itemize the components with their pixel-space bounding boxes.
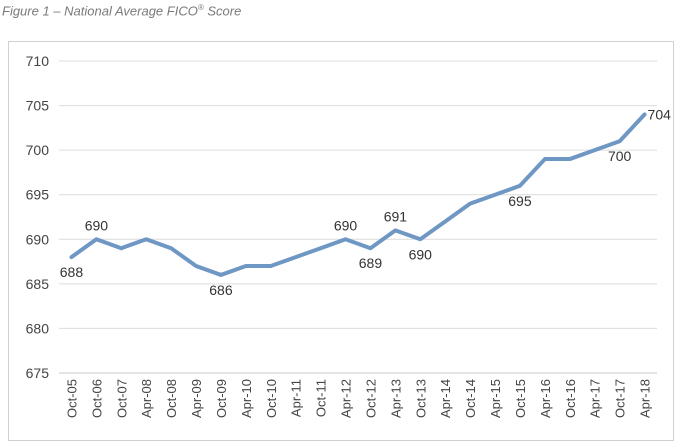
x-tick-label: Oct-17 <box>613 379 628 418</box>
data-label: 690 <box>409 246 433 262</box>
x-tick-label: Oct-11 <box>314 379 329 417</box>
x-tick-label: Apr-15 <box>488 379 503 418</box>
x-tick-label: Oct-05 <box>64 379 79 418</box>
caption-text: Figure 1 – National Average FICO <box>2 3 198 19</box>
series-line <box>69 112 647 277</box>
y-tick-label: 710 <box>26 53 50 69</box>
figure-caption: Figure 1 – National Average FICO® Score <box>2 3 241 18</box>
x-tick-label: Apr-12 <box>339 379 354 418</box>
x-tick-label: Oct-09 <box>214 379 229 418</box>
x-tick-label: Oct-13 <box>413 379 428 418</box>
data-label: 691 <box>384 208 408 224</box>
y-axis-ticks: 675 680 685 690 695 700 705 710 <box>26 53 50 381</box>
x-tick-label: Oct-08 <box>164 379 179 418</box>
chart-frame: 675 680 685 690 695 700 705 710 Oct-05 Oct-06 Oct… <box>8 41 674 441</box>
x-axis-ticks: Oct-05 Oct-06 Oct-07 Apr-08 Oct-08 Apr-09 Oct-… <box>64 379 652 418</box>
data-label: 695 <box>508 193 532 209</box>
x-tick-label: Apr-13 <box>388 379 403 418</box>
y-tick-label: 685 <box>26 276 50 292</box>
x-tick-label: Oct-12 <box>363 379 378 418</box>
x-tick-label: Apr-08 <box>139 379 154 418</box>
gridlines <box>59 60 657 374</box>
y-tick-label: 690 <box>26 231 50 247</box>
x-tick-label: Oct-16 <box>563 379 578 418</box>
y-tick-label: 680 <box>26 320 50 336</box>
x-tick-label: Oct-15 <box>513 379 528 418</box>
y-tick-label: 700 <box>26 142 50 158</box>
caption-suffix: Score <box>203 3 242 19</box>
x-tick-label: Apr-16 <box>538 379 553 418</box>
y-tick-label: 705 <box>26 98 50 114</box>
x-tick-label: Apr-17 <box>588 379 603 418</box>
x-tick-label: Oct-10 <box>264 379 279 418</box>
x-tick-label: Oct-14 <box>463 379 478 418</box>
x-tick-label: Apr-09 <box>189 379 204 418</box>
x-tick-label: Oct-07 <box>114 379 129 418</box>
data-label: 690 <box>85 217 109 233</box>
data-label: 688 <box>60 264 84 280</box>
data-label: 686 <box>209 282 233 298</box>
x-tick-label: Apr-14 <box>438 379 453 418</box>
data-label: 704 <box>648 106 672 122</box>
x-tick-label: Apr-11 <box>289 379 304 417</box>
x-tick-label: Oct-06 <box>89 379 104 418</box>
y-tick-label: 695 <box>26 187 50 203</box>
x-tick-label: Apr-10 <box>239 379 254 418</box>
data-label: 689 <box>359 255 383 271</box>
data-label: 700 <box>608 148 632 164</box>
data-labels: 688 690 686 690 689 691 690 695 700 704 <box>60 106 671 297</box>
y-tick-label: 675 <box>26 365 50 381</box>
caption-registered-mark: ® <box>197 3 204 12</box>
series-layer <box>69 112 647 277</box>
data-label: 690 <box>334 217 358 233</box>
x-tick-label: Apr-18 <box>638 379 653 418</box>
